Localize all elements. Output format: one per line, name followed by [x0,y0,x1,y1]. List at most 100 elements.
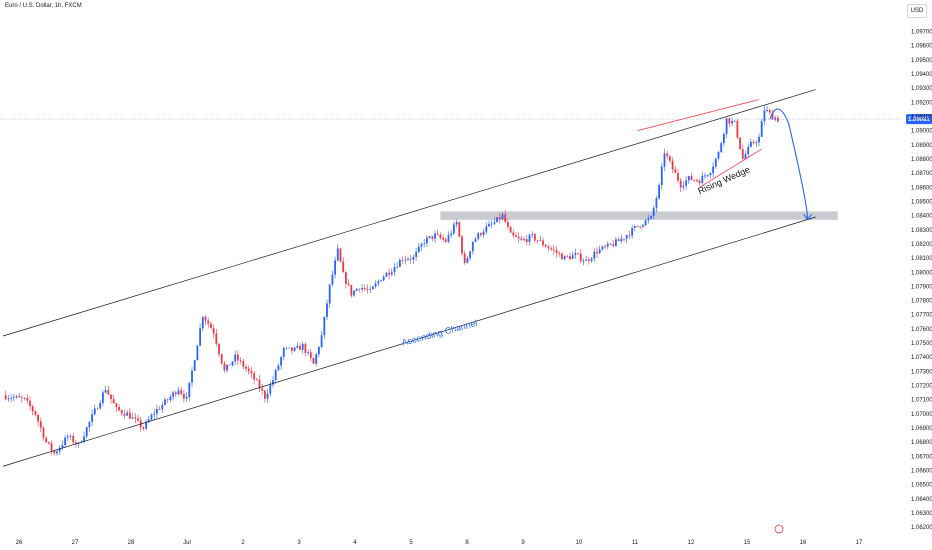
candle-body [663,153,666,167]
candle-body [623,238,625,240]
y-tick-label: 1.08700 [911,171,932,177]
support-zone-layer [440,211,838,220]
candle-body [409,259,412,261]
candle-body [755,142,758,144]
y-tick-label: 1.09600 [911,44,932,50]
candle-body [180,390,183,394]
x-tick-label: 26 [16,540,23,546]
x-axis[interactable]: 26 27 28 Jul 2 3 4 5 8 9 10 11 12 15 16 17 [16,540,863,546]
projection-arrowhead [803,214,813,221]
candle-body [85,427,88,437]
candle-body [174,392,177,395]
candle-body [358,288,361,290]
candle-body [658,185,660,199]
candle-body [525,239,528,243]
candle-body [577,253,579,254]
candle-body [750,142,752,147]
candle-body [768,110,771,113]
candle-body [315,354,318,364]
candle-body [29,400,31,407]
x-tick-label: 12 [688,540,695,546]
candle-body [212,328,215,334]
candle-body [21,397,23,399]
candle-body [547,246,550,249]
candle-body [112,399,115,404]
candle-body [604,246,606,248]
candle-body [296,345,299,348]
candle-body [318,347,320,355]
candle-body [714,158,717,167]
candle-body [158,409,161,410]
candle-body [561,253,563,260]
y-axis[interactable]: 1.09700 1.09600 1.09500 1.09400 1.09300 1.092… [911,29,932,531]
candle-body [582,260,585,262]
candle-body [142,427,145,429]
candle-body [369,289,372,290]
candle-body [431,236,434,239]
candle-body [188,382,191,398]
candle-body [706,175,709,176]
candle-body [274,370,277,381]
candle-body [625,235,628,239]
candle-body [61,445,64,448]
candle-body [569,256,571,259]
candle-body [134,417,137,419]
candle-body [166,399,169,401]
candle-body [453,224,455,234]
candle-body [566,255,569,257]
x-tick-label: 8 [465,540,469,546]
y-tick-label: 1.07000 [911,412,932,418]
x-tick-label: 16 [800,540,807,546]
x-tick-label: 15 [744,540,751,546]
candle-body [258,379,261,389]
candle-body [399,260,401,267]
candle-body [390,272,393,275]
candle-body [339,248,342,262]
candle-body [682,185,685,188]
candle-body [517,237,520,239]
candle-body [488,223,490,227]
y-tick-label: 1.09200 [911,100,932,106]
candle-body [606,243,609,247]
candle-body [145,421,147,429]
candle-body [328,284,331,304]
candle-body [434,233,436,239]
candle-body [736,120,739,138]
candle-body [536,240,539,242]
candle-body [588,259,590,261]
candle-body [644,220,647,226]
candle-body [401,260,404,261]
channel-label: Ascending Channel [401,318,479,348]
candle-body [687,176,690,181]
candle-body [550,248,552,250]
candle-body [763,110,766,122]
candle-body [539,240,542,242]
y-tick-label: 1.08500 [911,199,932,205]
current-price-badge [906,114,932,125]
candle-body [150,414,153,420]
candle-body [48,442,50,444]
candle-body [598,249,601,254]
currency-selector[interactable]: USD [907,4,927,18]
y-tick-label: 1.08200 [911,242,932,248]
candle-body [520,238,523,240]
candle-body [677,172,679,181]
candle-body [612,244,615,246]
candle-body [596,251,598,254]
wedge-lower-line [699,148,762,188]
candle-body [671,160,674,170]
candle-body [760,121,763,137]
y-tick-label: 1.06400 [911,497,932,503]
candle-body [393,267,396,273]
candle-body [53,450,56,454]
candle-body [242,360,245,367]
candle-body [717,152,720,159]
candle-body [679,180,682,188]
candle-body [66,436,69,438]
candle-body [712,166,714,174]
candle-body [642,225,644,227]
candle-body [617,239,620,242]
x-tick-label: 17 [856,540,863,546]
candle-body [50,443,53,451]
